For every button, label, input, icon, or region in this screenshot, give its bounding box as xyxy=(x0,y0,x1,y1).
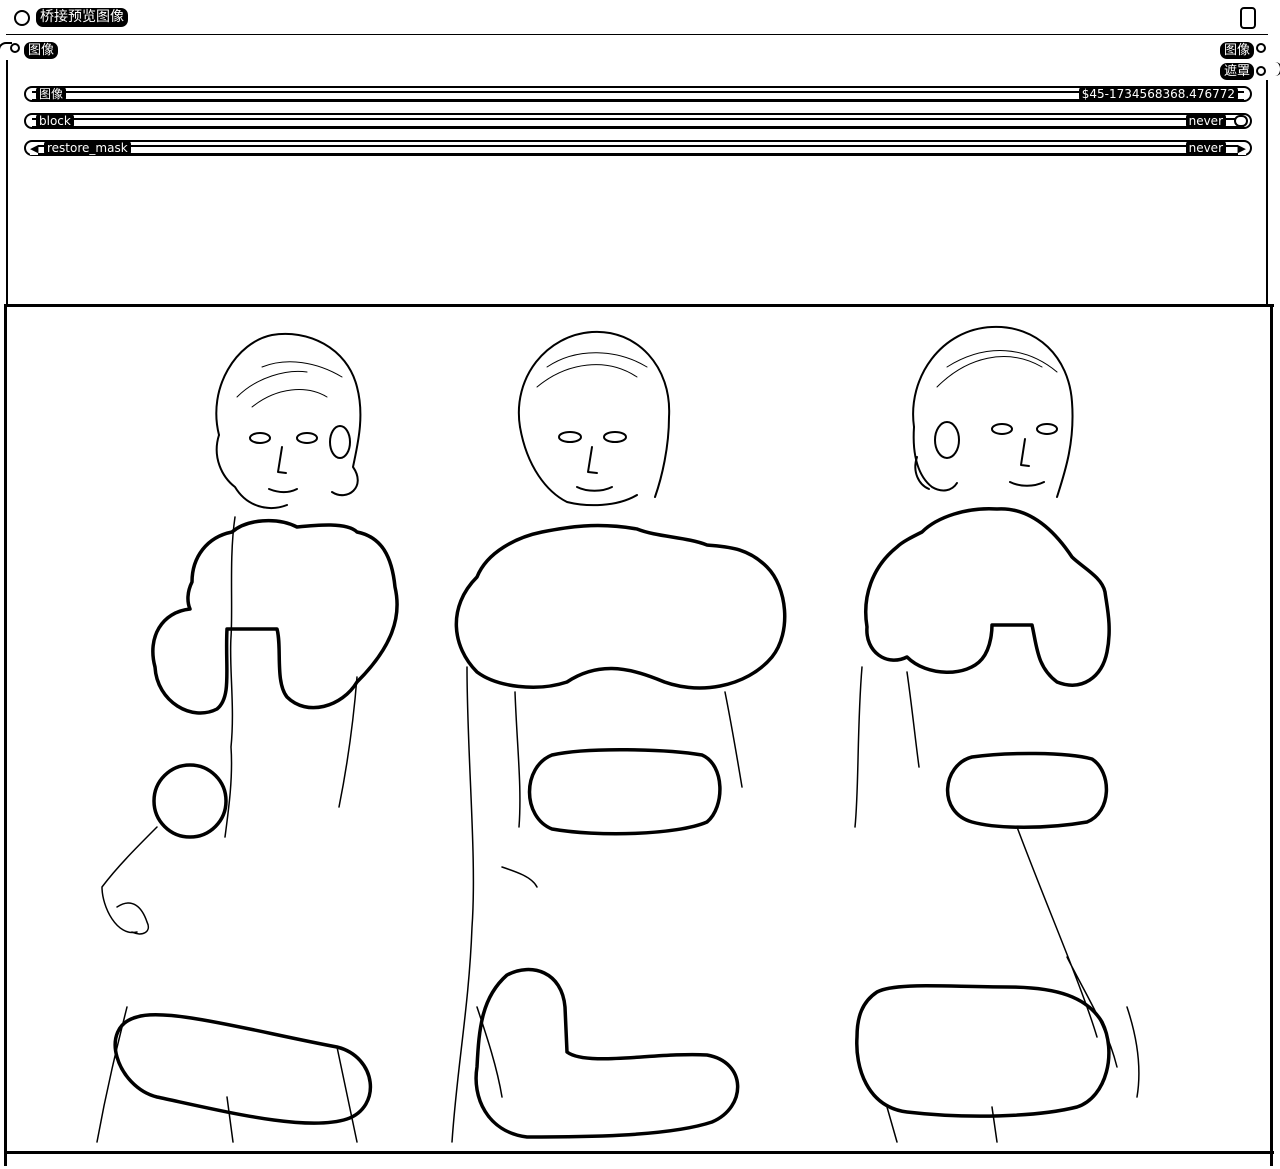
image-widget[interactable]: 图像 $45-1734568368.476772 xyxy=(24,86,1252,102)
preview-panel-1 xyxy=(96,332,399,1143)
node-title: 桥接预览图像 xyxy=(36,8,128,27)
preview-image xyxy=(96,325,1140,1143)
output-socket-image[interactable] xyxy=(1256,43,1266,53)
node-title-bar[interactable]: 桥接预览图像 xyxy=(0,0,1280,34)
title-divider xyxy=(6,34,1268,35)
arrow-right-icon[interactable]: ▶ xyxy=(1237,142,1246,155)
input-label-image: 图像 xyxy=(24,42,59,59)
block-toggle-value: never xyxy=(1185,114,1226,128)
node-badge-icon[interactable] xyxy=(1240,7,1256,29)
collapse-dot-icon[interactable] xyxy=(14,10,30,26)
image-widget-label: 图像 xyxy=(36,87,67,101)
block-toggle[interactable]: block never xyxy=(24,113,1252,129)
widget-track xyxy=(32,91,1244,101)
block-toggle-label: block xyxy=(36,114,74,128)
output-link-wire xyxy=(1266,62,1280,76)
widget-track xyxy=(32,145,1244,155)
restore-mask-value: never xyxy=(1185,141,1226,155)
arrow-left-icon[interactable]: ◀ xyxy=(30,142,39,155)
preview-divider xyxy=(4,304,1274,307)
restore-mask-label: restore_mask xyxy=(44,141,131,155)
widget-track xyxy=(32,118,1244,128)
toggle-knob-icon[interactable] xyxy=(1234,115,1248,127)
preview-panel-3 xyxy=(854,325,1140,1143)
preview-frame-left xyxy=(4,304,7,1166)
restore-mask-combo[interactable]: ◀ restore_mask never ▶ xyxy=(24,140,1252,156)
preview-frame-bottom xyxy=(4,1151,1274,1154)
preview-panel-2 xyxy=(451,330,787,1143)
node-frame-left xyxy=(6,60,8,306)
output-socket-mask[interactable] xyxy=(1256,66,1266,76)
image-widget-value: $45-1734568368.476772 xyxy=(1078,87,1238,101)
preview-frame-right xyxy=(1270,304,1273,1166)
output-label-image: 图像 xyxy=(1220,42,1255,59)
node-frame-right xyxy=(1266,80,1268,306)
output-label-mask: 遮罩 xyxy=(1220,63,1255,80)
input-socket-image[interactable] xyxy=(10,43,20,53)
input-link-wire xyxy=(0,42,12,54)
